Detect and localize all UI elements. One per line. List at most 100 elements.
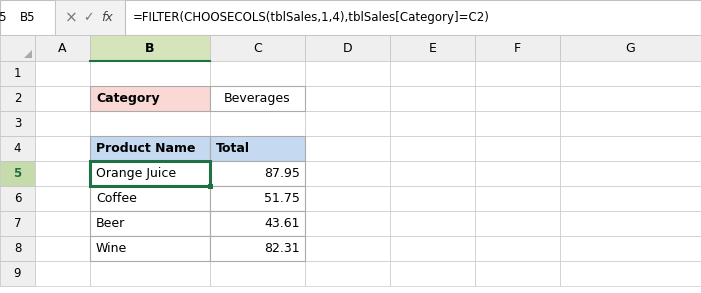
- Bar: [90, 136, 210, 161]
- Bar: [125, 0, 701, 35]
- Bar: [390, 136, 475, 161]
- Bar: [210, 86, 305, 111]
- Bar: [35, 61, 90, 86]
- Bar: [475, 261, 560, 286]
- Text: 3: 3: [14, 117, 21, 130]
- Bar: [35, 161, 90, 186]
- Text: Beer: Beer: [96, 217, 125, 230]
- Bar: [305, 186, 390, 211]
- Bar: [90, 161, 210, 186]
- Text: 4: 4: [14, 142, 21, 155]
- Bar: [475, 136, 560, 161]
- Text: E: E: [428, 42, 437, 54]
- Bar: [90, 35, 210, 61]
- Bar: [90, 186, 210, 211]
- Bar: [35, 236, 90, 261]
- Bar: [390, 111, 475, 136]
- Bar: [0, 0, 55, 35]
- Text: 43.61: 43.61: [264, 217, 300, 230]
- Text: ×: ×: [65, 10, 78, 25]
- Bar: [210, 111, 305, 136]
- Bar: [560, 136, 701, 161]
- Polygon shape: [24, 50, 32, 58]
- Text: Product Name: Product Name: [96, 142, 196, 155]
- Text: 6: 6: [14, 192, 21, 205]
- Text: Wine: Wine: [96, 242, 128, 255]
- Bar: [55, 0, 125, 35]
- Bar: [475, 186, 560, 211]
- Bar: [390, 261, 475, 286]
- Bar: [390, 161, 475, 186]
- Text: F: F: [514, 42, 521, 54]
- Bar: [90, 236, 210, 261]
- Bar: [90, 261, 210, 286]
- Text: 87.95: 87.95: [264, 167, 300, 180]
- Bar: [90, 136, 210, 161]
- Bar: [0, 35, 35, 61]
- Text: C: C: [253, 42, 262, 54]
- Bar: [390, 211, 475, 236]
- Bar: [210, 186, 305, 211]
- Bar: [90, 61, 210, 86]
- Bar: [0, 111, 35, 136]
- Bar: [305, 111, 390, 136]
- Bar: [390, 86, 475, 111]
- Text: Orange Juice: Orange Juice: [96, 167, 176, 180]
- Bar: [390, 61, 475, 86]
- Text: 82.31: 82.31: [264, 242, 300, 255]
- Bar: [125, 0, 126, 35]
- Text: Total: Total: [216, 142, 250, 155]
- Bar: [210, 236, 305, 261]
- Text: A: A: [58, 42, 67, 54]
- Bar: [305, 161, 390, 186]
- Bar: [390, 236, 475, 261]
- Text: =FILTER(CHOOSECOLS(tblSales,1,4),tblSales[Category]=C2): =FILTER(CHOOSECOLS(tblSales,1,4),tblSale…: [133, 11, 490, 24]
- Bar: [305, 86, 390, 111]
- Bar: [90, 161, 210, 186]
- Text: 2: 2: [14, 92, 21, 105]
- Bar: [210, 186, 305, 211]
- Bar: [0, 261, 35, 286]
- Text: 51.75: 51.75: [264, 192, 300, 205]
- Bar: [0, 61, 35, 86]
- Bar: [0, 136, 35, 161]
- Bar: [35, 35, 90, 61]
- Text: B5: B5: [20, 11, 35, 24]
- Bar: [210, 35, 305, 61]
- Bar: [210, 211, 305, 236]
- Text: B5: B5: [0, 11, 8, 24]
- Text: ✓: ✓: [83, 11, 93, 24]
- Bar: [35, 211, 90, 236]
- Bar: [560, 186, 701, 211]
- Bar: [0, 161, 35, 186]
- Bar: [305, 211, 390, 236]
- Text: fx: fx: [101, 11, 113, 24]
- Bar: [35, 111, 90, 136]
- Bar: [90, 211, 210, 236]
- Bar: [475, 161, 560, 186]
- Bar: [210, 236, 305, 261]
- Bar: [305, 136, 390, 161]
- Bar: [210, 136, 305, 161]
- Bar: [35, 86, 90, 111]
- Bar: [0, 86, 35, 111]
- Bar: [90, 111, 210, 136]
- Bar: [475, 236, 560, 261]
- Bar: [305, 35, 390, 61]
- Bar: [210, 211, 305, 236]
- Text: Coffee: Coffee: [96, 192, 137, 205]
- Bar: [90, 236, 210, 261]
- Text: Beverages: Beverages: [224, 92, 291, 105]
- Bar: [475, 211, 560, 236]
- Bar: [305, 61, 390, 86]
- Bar: [475, 111, 560, 136]
- Text: G: G: [625, 42, 635, 54]
- Bar: [475, 61, 560, 86]
- Bar: [90, 211, 210, 236]
- Bar: [90, 86, 210, 111]
- Bar: [305, 236, 390, 261]
- Bar: [35, 261, 90, 286]
- Bar: [90, 161, 210, 186]
- Bar: [560, 86, 701, 111]
- Text: 9: 9: [14, 267, 21, 280]
